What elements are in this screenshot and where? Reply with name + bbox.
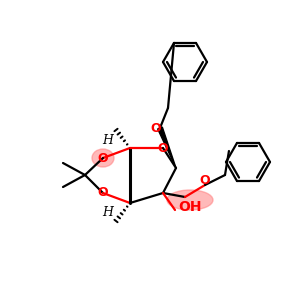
Text: H: H <box>103 206 113 220</box>
Text: H: H <box>103 134 113 146</box>
Text: O: O <box>98 187 108 200</box>
Ellipse shape <box>167 190 213 210</box>
Ellipse shape <box>92 149 114 167</box>
Text: O: O <box>200 173 210 187</box>
Text: OH: OH <box>178 200 202 214</box>
Text: O: O <box>151 122 161 134</box>
Text: O: O <box>98 152 108 164</box>
Polygon shape <box>158 127 176 168</box>
Text: O: O <box>158 142 168 154</box>
